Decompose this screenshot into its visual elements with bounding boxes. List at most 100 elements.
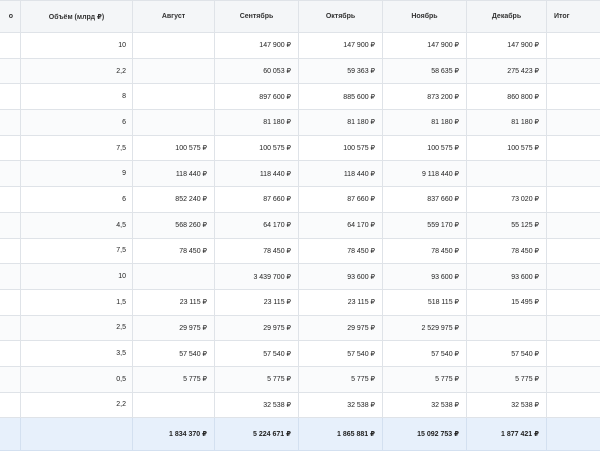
cell-oct: 29 975 ₽ <box>299 315 383 341</box>
totals-row: 1 834 370 ₽5 224 671 ₽1 865 881 ₽15 092 … <box>0 418 600 451</box>
cell-nov: 81 180 ₽ <box>383 110 467 136</box>
cell-oct: 93 600 ₽ <box>299 264 383 290</box>
cell-col0 <box>0 135 21 161</box>
cell-sep: 23 115 ₽ <box>215 289 299 315</box>
cell-volume: 3,5 <box>21 341 133 367</box>
totals-total: 25 <box>547 418 600 451</box>
cell-aug <box>133 33 215 59</box>
cell-col0 <box>0 212 21 238</box>
totals-dec: 1 877 421 ₽ <box>467 418 547 451</box>
cell-col0 <box>0 58 21 84</box>
totals-aug: 1 834 370 ₽ <box>133 418 215 451</box>
cell-oct: 81 180 ₽ <box>299 110 383 136</box>
cell-dec: 32 538 ₽ <box>467 392 547 418</box>
cell-dec: 57 540 ₽ <box>467 341 547 367</box>
header-total[interactable]: Итог <box>547 1 600 33</box>
cell-volume: 10 <box>21 264 133 290</box>
cell-nov: 147 900 ₽ <box>383 33 467 59</box>
cell-col0 <box>0 187 21 213</box>
cell-sep: 118 440 ₽ <box>215 161 299 187</box>
header-dec[interactable]: Декабрь <box>467 1 547 33</box>
cell-nov: 93 600 ₽ <box>383 264 467 290</box>
cell-total: 1 <box>547 212 600 238</box>
table-row[interactable]: 2,529 975 ₽29 975 ₽29 975 ₽2 529 975 ₽2 <box>0 315 600 341</box>
header-oct[interactable]: Октябрь <box>299 1 383 33</box>
totals-oct: 1 865 881 ₽ <box>299 418 383 451</box>
cell-oct: 87 660 ₽ <box>299 187 383 213</box>
cell-dec: 78 450 ₽ <box>467 238 547 264</box>
cell-sep: 60 053 ₽ <box>215 58 299 84</box>
cell-nov: 873 200 ₽ <box>383 84 467 110</box>
cell-volume: 10 <box>21 33 133 59</box>
cell-total <box>547 110 600 136</box>
cell-oct: 59 363 ₽ <box>299 58 383 84</box>
totals-sep: 5 224 671 ₽ <box>215 418 299 451</box>
cell-sep: 64 170 ₽ <box>215 212 299 238</box>
cell-sep: 32 538 ₽ <box>215 392 299 418</box>
cell-dec: 275 423 ₽ <box>467 58 547 84</box>
cell-sep: 897 600 ₽ <box>215 84 299 110</box>
cell-oct: 23 115 ₽ <box>299 289 383 315</box>
cell-col0 <box>0 238 21 264</box>
header-volume[interactable]: Объём (млрд ₽) <box>21 1 133 33</box>
totals-nov: 15 092 753 ₽ <box>383 418 467 451</box>
cell-total <box>547 392 600 418</box>
cell-nov: 5 775 ₽ <box>383 366 467 392</box>
cell-nov: 100 575 ₽ <box>383 135 467 161</box>
cell-volume: 6 <box>21 187 133 213</box>
cell-aug <box>133 264 215 290</box>
cell-nov: 9 118 440 ₽ <box>383 161 467 187</box>
cell-sep: 29 975 ₽ <box>215 315 299 341</box>
cell-volume: 9 <box>21 161 133 187</box>
header-col0[interactable]: о <box>0 1 21 33</box>
cell-aug: 568 260 ₽ <box>133 212 215 238</box>
cell-dec: 73 020 ₽ <box>467 187 547 213</box>
totals-col0 <box>0 418 21 451</box>
cell-total <box>547 33 600 59</box>
cell-col0 <box>0 161 21 187</box>
cell-oct: 100 575 ₽ <box>299 135 383 161</box>
cell-oct: 32 538 ₽ <box>299 392 383 418</box>
cell-aug: 852 240 ₽ <box>133 187 215 213</box>
cell-dec <box>467 315 547 341</box>
cell-dec: 15 495 ₽ <box>467 289 547 315</box>
header-nov[interactable]: Ноябрь <box>383 1 467 33</box>
cell-dec: 81 180 ₽ <box>467 110 547 136</box>
cell-total: 1 <box>547 187 600 213</box>
cell-total: 2 <box>547 315 600 341</box>
cell-oct: 78 450 ₽ <box>299 238 383 264</box>
header-aug[interactable]: Август <box>133 1 215 33</box>
cell-sep: 100 575 ₽ <box>215 135 299 161</box>
cell-aug: 5 775 ₽ <box>133 366 215 392</box>
cell-col0 <box>0 289 21 315</box>
cell-oct: 64 170 ₽ <box>299 212 383 238</box>
cell-dec: 147 900 ₽ <box>467 33 547 59</box>
header-sep[interactable]: Сентябрь <box>215 1 299 33</box>
cell-volume: 7,5 <box>21 238 133 264</box>
cell-nov: 32 538 ₽ <box>383 392 467 418</box>
cell-volume: 6 <box>21 110 133 136</box>
cell-nov: 559 170 ₽ <box>383 212 467 238</box>
cell-col0 <box>0 366 21 392</box>
cell-aug <box>133 84 215 110</box>
cell-aug: 78 450 ₽ <box>133 238 215 264</box>
cell-aug: 57 540 ₽ <box>133 341 215 367</box>
cell-dec <box>467 161 547 187</box>
cell-sep: 5 775 ₽ <box>215 366 299 392</box>
cell-col0 <box>0 110 21 136</box>
table-row[interactable]: 103 439 700 ₽93 600 ₽93 600 ₽93 600 ₽3 <box>0 264 600 290</box>
